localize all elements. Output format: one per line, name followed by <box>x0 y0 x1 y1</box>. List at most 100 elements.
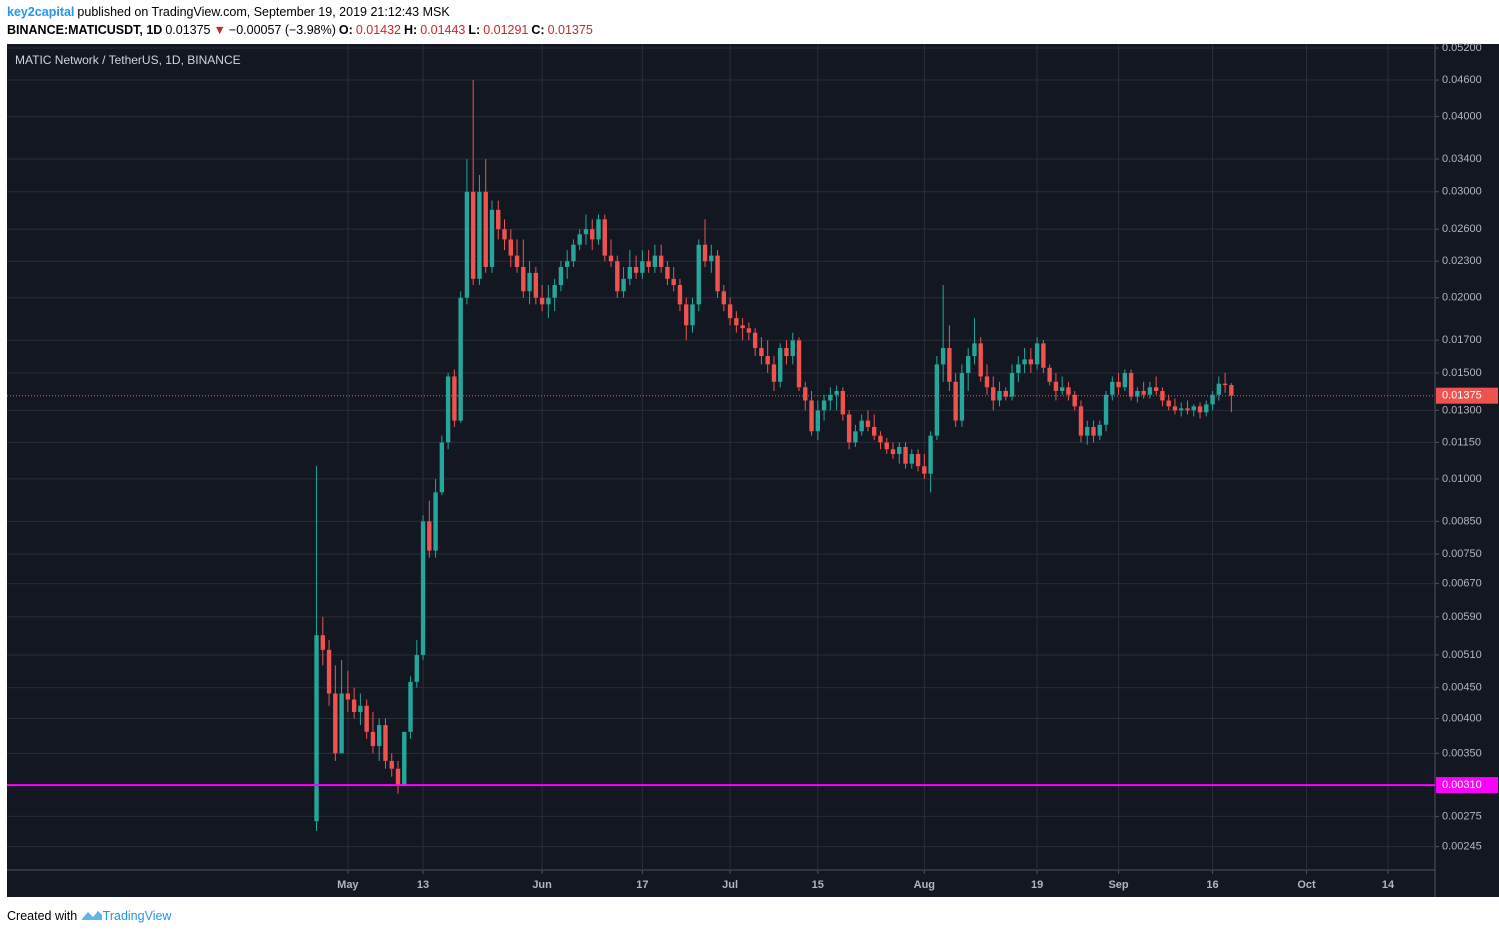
candle-body <box>445 376 451 443</box>
x-tick-label: 15 <box>812 879 824 891</box>
candle-body <box>865 420 871 427</box>
candle-body <box>1022 359 1027 365</box>
candle-body <box>333 693 338 754</box>
candle-body <box>658 255 664 267</box>
candle-body <box>414 654 419 682</box>
candle-body <box>408 681 413 732</box>
candle-body <box>452 376 457 421</box>
candle-body <box>846 414 852 443</box>
candle-body <box>740 325 745 329</box>
candle-body <box>665 266 670 279</box>
candle-body <box>395 768 401 786</box>
low-label: L: <box>468 23 481 37</box>
header-line-1: key2capital published on TradingView.com,… <box>7 5 453 19</box>
author[interactable]: key2capital <box>7 5 75 19</box>
candle-body <box>878 435 883 443</box>
candle-body <box>1047 367 1052 382</box>
candle-body <box>903 446 908 464</box>
candle-body <box>859 420 864 432</box>
open: 0.01432 <box>355 23 401 37</box>
candle-body <box>1103 394 1109 425</box>
candle-body <box>1053 381 1059 391</box>
candle-body <box>377 725 382 746</box>
candle-body <box>715 255 720 292</box>
x-tick-label: Jul <box>722 879 738 891</box>
candle-body <box>677 284 683 305</box>
y-tick-label: 0.00275 <box>1442 810 1482 822</box>
candle-body <box>991 387 996 401</box>
y-tick-label: 0.01700 <box>1442 334 1482 346</box>
candle-body <box>527 272 532 292</box>
candle-body <box>1166 400 1171 407</box>
candle-body <box>1078 406 1084 436</box>
candle-body <box>640 261 645 273</box>
candle-body <box>1147 387 1153 395</box>
candle-body <box>608 255 614 262</box>
candle-body <box>709 255 714 262</box>
x-tick-label: Oct <box>1297 879 1316 891</box>
candle-body <box>840 390 846 415</box>
candle-body <box>922 466 927 474</box>
y-tick-label: 0.02300 <box>1442 255 1482 267</box>
candle-body <box>1222 383 1228 386</box>
candle-body <box>947 348 952 382</box>
candle-body <box>909 454 914 464</box>
candle-body <box>1128 372 1134 397</box>
candle-body <box>458 297 463 421</box>
y-tick-label: 0.00510 <box>1442 649 1482 661</box>
candle-body <box>1191 406 1196 411</box>
candle-body <box>809 400 814 432</box>
candle-body <box>790 340 795 357</box>
x-tick-label: 14 <box>1382 879 1395 891</box>
candle-body <box>1229 385 1234 396</box>
close: 0.01375 <box>547 23 593 37</box>
y-tick-label: 0.04600 <box>1442 74 1482 86</box>
candle-body <box>496 209 501 230</box>
candle-body <box>1172 406 1178 411</box>
y-tick-label: 0.00590 <box>1442 611 1482 623</box>
high-label: H: <box>404 23 418 37</box>
header-line-2: BINANCE:MATICUSDT, 1D 0.01375 ▼ −0.00057 (−… <box>7 23 596 37</box>
candle-body <box>1003 390 1008 397</box>
high: 0.01443 <box>420 23 466 37</box>
candle-body <box>746 328 752 333</box>
y-tick-label: 0.01150 <box>1442 436 1481 448</box>
candle-body <box>339 693 344 754</box>
candle-body <box>1066 387 1071 395</box>
candle-body <box>577 234 582 245</box>
candle-body <box>370 731 376 746</box>
y-tick-label: 0.00450 <box>1442 682 1482 694</box>
candle-body <box>358 705 363 712</box>
chart-title: MATIC Network / TetherUS, 1D, BINANCE <box>15 53 241 67</box>
published: published on TradingView.com, September … <box>77 5 450 19</box>
candle-body <box>778 348 783 382</box>
candle-body <box>583 229 589 235</box>
candle-body <box>771 364 777 382</box>
brand[interactable]: TradingView <box>102 909 172 923</box>
candle-body <box>1141 390 1146 395</box>
candle-body <box>539 297 545 305</box>
candle-body <box>521 266 526 292</box>
candle-body <box>965 356 971 373</box>
candle-body <box>1016 364 1021 373</box>
y-tick-label: 0.00850 <box>1442 515 1482 527</box>
y-tick-label: 0.00245 <box>1442 840 1482 852</box>
candle-body <box>427 521 432 551</box>
candle-body <box>940 348 946 365</box>
candle-body <box>796 340 802 388</box>
candle-body <box>314 635 319 822</box>
candle-body <box>627 266 633 279</box>
candle-body <box>1041 343 1046 368</box>
horizontal-level-tag <box>1436 777 1498 794</box>
candle-body <box>959 372 965 421</box>
candle-body <box>884 442 889 450</box>
candle-body <box>533 272 539 298</box>
open-label: O: <box>338 23 353 37</box>
candle-body <box>696 244 701 305</box>
y-tick-label: 0.03000 <box>1442 186 1482 198</box>
candle-body <box>997 390 1002 401</box>
candle-body <box>389 760 394 769</box>
candle-body <box>402 731 407 786</box>
x-tick-label: Sep <box>1108 879 1128 891</box>
